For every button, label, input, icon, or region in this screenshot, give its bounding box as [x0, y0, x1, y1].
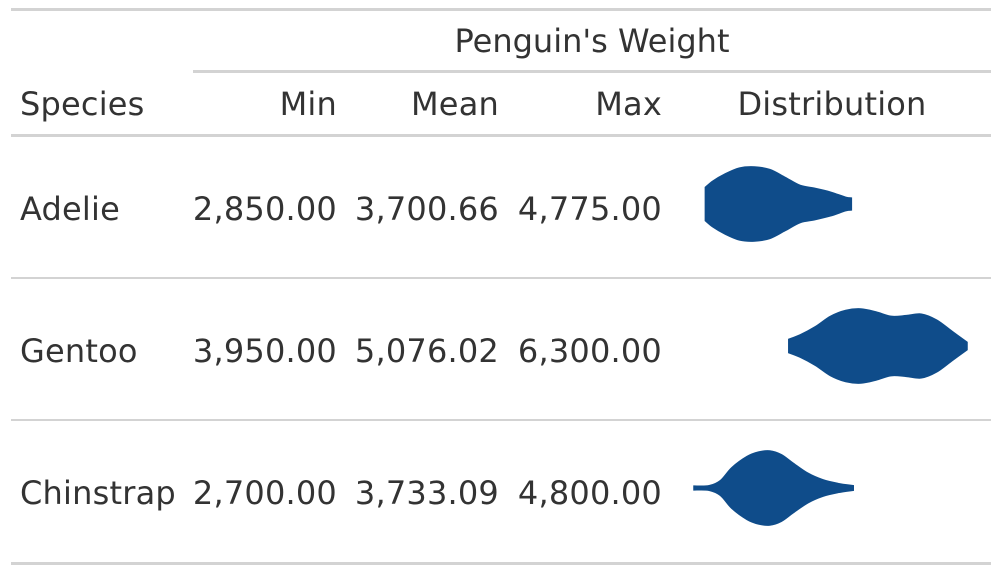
header-bottom-rule	[11, 134, 991, 137]
mean-cell: 3,700.66	[354, 190, 499, 228]
violin-gentoo	[788, 308, 968, 384]
min-cell: 2,850.00	[192, 190, 337, 228]
max-cell: 4,775.00	[517, 190, 662, 228]
column-spanner-label: Penguin's Weight	[454, 22, 730, 60]
mean-cell: 5,076.02	[354, 332, 499, 370]
table-top-rule	[11, 8, 991, 11]
max-cell: 4,800.00	[517, 474, 662, 512]
violin-adelie	[704, 166, 853, 242]
min-cell: 2,700.00	[192, 474, 337, 512]
species-cell: Gentoo	[20, 332, 138, 370]
species-cell: Chinstrap	[20, 474, 176, 512]
spanner-rule	[193, 70, 991, 73]
max-cell: 6,300.00	[517, 332, 662, 370]
header-distribution: Distribution	[737, 85, 927, 123]
min-cell: 3,950.00	[192, 332, 337, 370]
header-species: Species	[20, 85, 145, 123]
row-separator	[11, 277, 991, 279]
row-separator	[11, 419, 991, 421]
species-cell: Adelie	[20, 190, 120, 228]
header-mean: Mean	[411, 85, 499, 123]
header-max: Max	[595, 85, 662, 123]
header-min: Min	[279, 85, 337, 123]
mean-cell: 3,733.09	[354, 474, 499, 512]
table-bottom-rule	[11, 562, 991, 565]
violin-chinstrap	[693, 450, 854, 526]
